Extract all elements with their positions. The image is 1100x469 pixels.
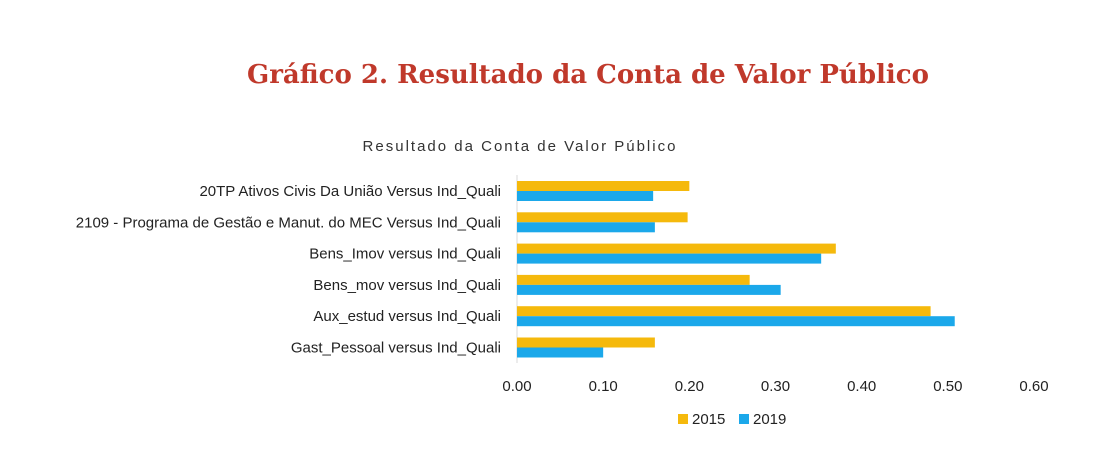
x-tick-label: 0.40	[847, 378, 876, 395]
x-axis-ticks: 0.00 0.10 0.20 0.30 0.40 0.50 0.60	[502, 378, 1048, 395]
bar-2019-3	[517, 284, 781, 295]
bar-2019-5	[517, 347, 604, 358]
bar-2015-1	[517, 212, 688, 223]
category-label: Gast_Pessoal versus Ind_Quali	[291, 340, 501, 357]
page-title: Gráfico 2. Resultado da Conta de Valor P…	[247, 60, 929, 90]
bar-2015-3	[517, 274, 750, 285]
category-label: Aux_estud versus Ind_Quali	[313, 308, 501, 325]
x-tick-label: 0.50	[933, 378, 962, 395]
chart-title: Resultado da Conta de Valor Público	[363, 138, 678, 155]
bar-2019-0	[517, 191, 654, 201]
x-tick-label: 0.10	[589, 378, 618, 395]
category-label: 2109 - Programa de Gestão e Manut. do ME…	[76, 214, 501, 231]
legend-label-2019: 2019	[753, 411, 786, 428]
category-labels: 20TP Ativos Civis Da União Versus Ind_Qu…	[76, 183, 501, 357]
x-tick-label: 0.60	[1019, 378, 1048, 395]
bars-group	[517, 181, 955, 358]
category-label: Bens_mov versus Ind_Quali	[313, 277, 501, 294]
legend: 2015 2019	[678, 411, 786, 428]
category-label: 20TP Ativos Civis Da União Versus Ind_Qu…	[199, 183, 501, 200]
bar-2019-1	[517, 222, 655, 233]
x-tick-label: 0.00	[502, 378, 531, 395]
bar-2015-4	[517, 306, 931, 317]
category-label: Bens_Imov versus Ind_Quali	[309, 246, 501, 263]
bar-2015-5	[517, 337, 655, 348]
bar-2015-0	[517, 181, 690, 191]
bar-2015-2	[517, 243, 836, 254]
legend-label-2015: 2015	[692, 411, 725, 428]
legend-swatch-2019	[739, 414, 749, 424]
bar-2019-4	[517, 316, 955, 327]
bar-2019-2	[517, 253, 822, 264]
legend-swatch-2015	[678, 414, 688, 424]
x-tick-label: 0.20	[675, 378, 704, 395]
x-tick-label: 0.30	[761, 378, 790, 395]
